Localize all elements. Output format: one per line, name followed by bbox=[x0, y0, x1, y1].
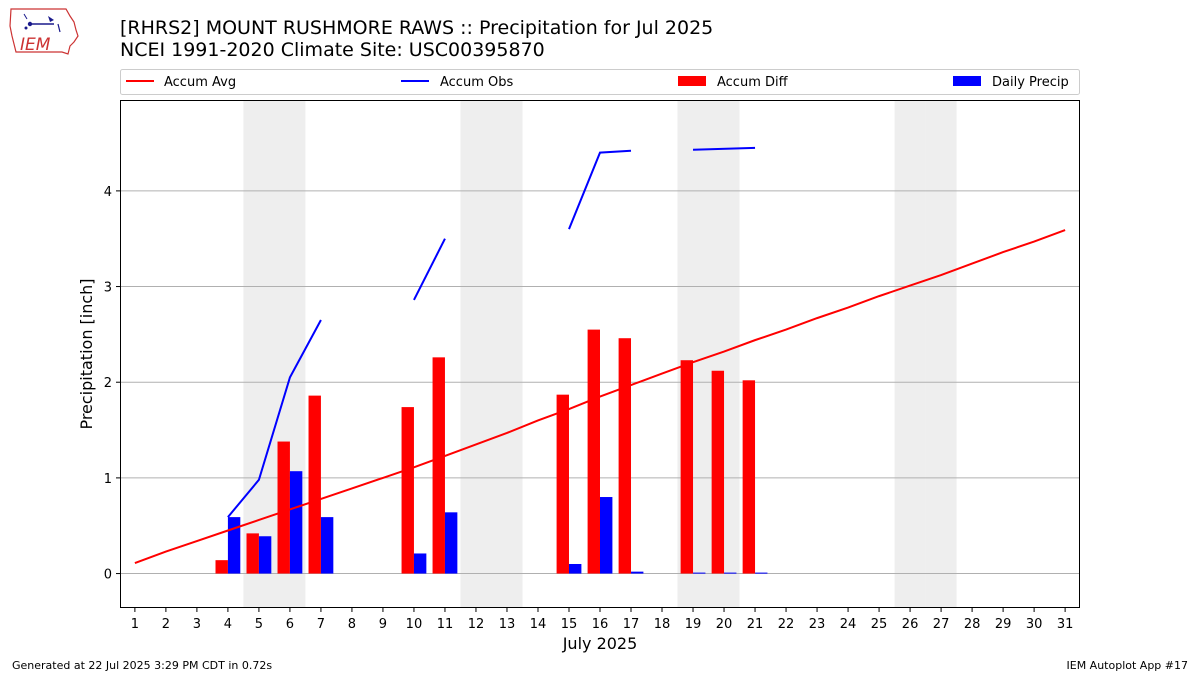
weekend-shade-day-5 bbox=[243, 100, 275, 608]
x-tick-label-7: 7 bbox=[317, 617, 325, 632]
daily-precip-bar-day-6 bbox=[289, 471, 303, 574]
x-tick-label-21: 21 bbox=[747, 617, 764, 632]
x-tick-label-13: 13 bbox=[499, 617, 516, 632]
x-tick-label-23: 23 bbox=[809, 617, 826, 632]
daily-precip-bar-day-15 bbox=[568, 563, 582, 574]
x-tick-label-17: 17 bbox=[623, 617, 640, 632]
accum-obs-segment-4 bbox=[692, 146, 756, 151]
plot-frame bbox=[120, 100, 1080, 608]
x-tick-label-28: 28 bbox=[964, 617, 981, 632]
x-tick-label-9: 9 bbox=[379, 617, 387, 632]
legend: Accum Avg Accum Obs Accum Diff Daily Pre… bbox=[120, 69, 1080, 95]
x-tick-label-5: 5 bbox=[255, 617, 263, 632]
daily-precip-bar-day-11 bbox=[444, 512, 458, 574]
x-axis: 1 2 3 4 5 6 7 8 9 10 11 12 13 14 15 16 17 18 19 20 21 22 23 24 2… bbox=[131, 608, 1074, 632]
x-tick-label-2: 2 bbox=[162, 617, 170, 632]
y-axis-label: Precipitation [inch] bbox=[77, 278, 96, 429]
chart-title: [RHRS2] MOUNT RUSHMORE RAWS :: Precipita… bbox=[120, 17, 714, 39]
legend-frame bbox=[120, 69, 1080, 95]
weekend-shade-day-26 bbox=[894, 100, 926, 608]
legend-accum-diff-swatch bbox=[678, 76, 706, 86]
x-tick-label-31: 31 bbox=[1057, 617, 1074, 632]
weekend-shade-day-27 bbox=[925, 100, 957, 608]
bars-layer bbox=[215, 329, 768, 574]
accum-avg-line bbox=[134, 229, 1066, 564]
iowa-map-icon: IEM bbox=[9, 8, 79, 55]
footer-generated: Generated at 22 Jul 2025 3:29 PM CDT in … bbox=[12, 659, 273, 672]
x-tick-label-6: 6 bbox=[286, 617, 294, 632]
accum-diff-bar-day-11 bbox=[432, 357, 445, 574]
x-tick-label-19: 19 bbox=[685, 617, 702, 632]
iem-logo[interactable]: IEM bbox=[8, 6, 80, 60]
legend-accum-diff: Accum Diff bbox=[717, 75, 789, 90]
daily-precip-bar-day-17 bbox=[631, 571, 644, 574]
accum-diff-bar-day-19 bbox=[680, 360, 694, 574]
daily-precip-bar-day-5 bbox=[258, 536, 272, 574]
footer-app: IEM Autoplot App #17 bbox=[1066, 659, 1189, 672]
accum-diff-bar-day-7 bbox=[308, 395, 321, 574]
legend-daily-precip-swatch bbox=[953, 76, 981, 86]
x-tick-label-10: 10 bbox=[406, 617, 423, 632]
legend-accum-avg: Accum Avg bbox=[164, 75, 236, 90]
lines-layer bbox=[134, 146, 1066, 564]
daily-precip-bar-day-21 bbox=[755, 572, 768, 574]
daily-precip-bar-day-16 bbox=[600, 497, 613, 574]
y-axis: 0 1 2 3 4 bbox=[104, 185, 120, 583]
x-tick-label-4: 4 bbox=[224, 617, 232, 632]
x-tick-label-24: 24 bbox=[840, 617, 857, 632]
chart-subtitle: NCEI 1991-2020 Climate Site: USC00395870 bbox=[120, 39, 545, 61]
accum-diff-bar-day-17 bbox=[618, 338, 632, 574]
accum-diff-bar-day-21 bbox=[742, 380, 756, 574]
y-tick-label-2: 2 bbox=[104, 376, 112, 391]
x-tick-label-20: 20 bbox=[716, 617, 733, 632]
x-tick-label-29: 29 bbox=[995, 617, 1012, 632]
x-tick-label-27: 27 bbox=[933, 617, 950, 632]
x-tick-label-18: 18 bbox=[654, 617, 671, 632]
accum-diff-bar-day-15 bbox=[556, 394, 569, 574]
y-tick-label-0: 0 bbox=[104, 568, 112, 583]
daily-precip-bar-day-10 bbox=[413, 553, 427, 574]
legend-accum-obs: Accum Obs bbox=[440, 75, 513, 90]
accum-diff-bar-day-4 bbox=[215, 560, 228, 574]
y-tick-label-1: 1 bbox=[104, 472, 112, 487]
legend-daily-precip: Daily Precip bbox=[992, 75, 1069, 90]
x-tick-label-14: 14 bbox=[530, 617, 547, 632]
daily-precip-bar-day-7 bbox=[320, 517, 334, 574]
daily-precip-bar-day-4 bbox=[227, 517, 241, 574]
x-tick-label-1: 1 bbox=[131, 617, 139, 632]
accum-obs-segment-1 bbox=[227, 319, 322, 518]
y-tick-label-4: 4 bbox=[104, 185, 112, 200]
accum-obs-segment-2 bbox=[413, 238, 446, 301]
accum-diff-bar-day-6 bbox=[277, 441, 290, 574]
accum-diff-bar-day-5 bbox=[246, 533, 259, 574]
accum-obs-segment-3 bbox=[568, 149, 632, 230]
x-tick-label-22: 22 bbox=[778, 617, 795, 632]
x-tick-label-26: 26 bbox=[902, 617, 919, 632]
accum-diff-bar-day-16 bbox=[587, 329, 600, 574]
x-tick-label-25: 25 bbox=[871, 617, 888, 632]
x-tick-label-15: 15 bbox=[561, 617, 578, 632]
weekend-shade-day-12 bbox=[460, 100, 492, 608]
daily-precip-bar-day-20 bbox=[724, 572, 737, 574]
x-tick-label-11: 11 bbox=[437, 617, 454, 632]
weekend-shade-day-13 bbox=[491, 100, 523, 608]
weekend-shading bbox=[243, 100, 957, 608]
accum-diff-bar-day-10 bbox=[401, 407, 414, 574]
x-tick-label-8: 8 bbox=[348, 617, 356, 632]
x-tick-label-12: 12 bbox=[468, 617, 485, 632]
accum-diff-bar-day-20 bbox=[711, 370, 725, 574]
daily-precip-bar-day-19 bbox=[693, 572, 706, 574]
x-tick-label-16: 16 bbox=[592, 617, 609, 632]
x-tick-label-3: 3 bbox=[193, 617, 201, 632]
logo-text: IEM bbox=[20, 35, 51, 55]
x-axis-label: July 2025 bbox=[562, 634, 638, 653]
x-tick-label-30: 30 bbox=[1026, 617, 1043, 632]
y-tick-label-3: 3 bbox=[104, 281, 112, 296]
